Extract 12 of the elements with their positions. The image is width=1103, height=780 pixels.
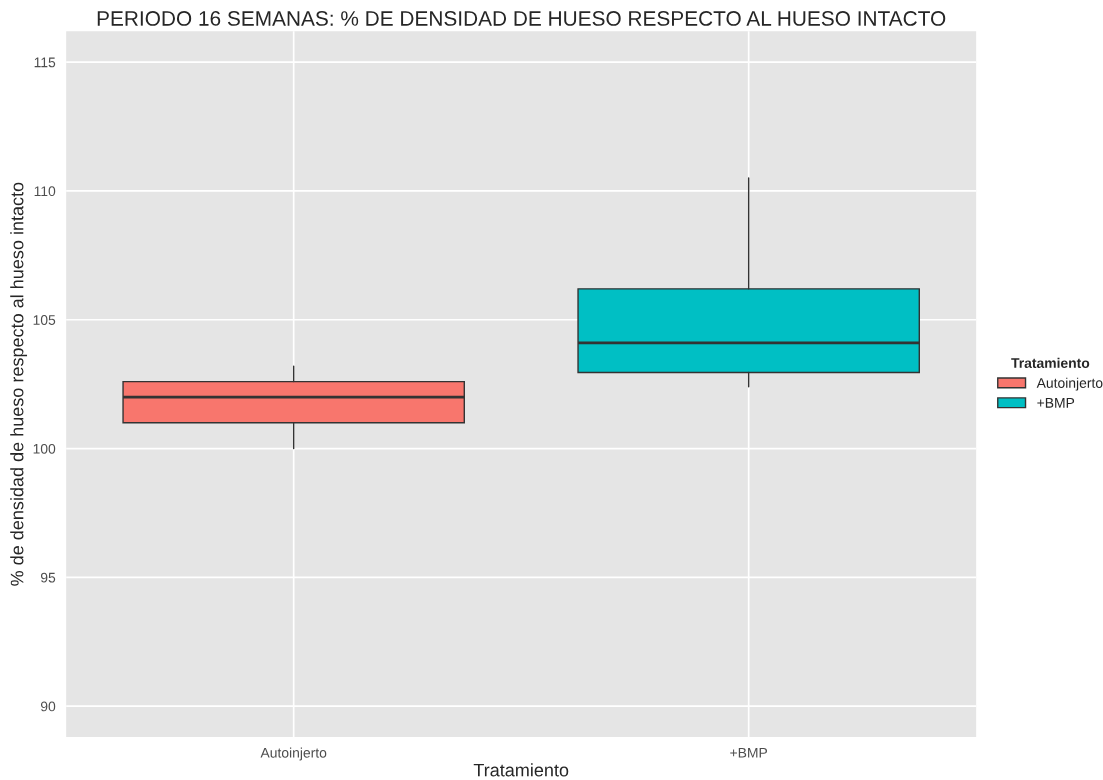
y-axis-title: % de densidad de hueso respecto al hueso intacto — [10, 182, 28, 586]
y-tick-label: 110 — [34, 186, 56, 197]
y-tick-label: 105 — [33, 315, 56, 325]
y-tick-label: 95 — [40, 572, 56, 583]
legend-label: +BMP — [1037, 398, 1075, 408]
y-tick-label: 115 — [34, 57, 56, 68]
y-tick-label: 100 — [33, 443, 56, 454]
legend-label: Autoinjerto — [1036, 377, 1103, 391]
legend-title: Tratamiento — [1011, 357, 1090, 368]
y-tick-label: 90 — [40, 701, 56, 712]
chart-title: PERIODO 16 SEMANAS: % DE DENSIDAD DE HUESO RESPECTO AL HUESO INTACTO — [97, 11, 946, 26]
x-axis-title: Tratamiento — [473, 763, 569, 777]
